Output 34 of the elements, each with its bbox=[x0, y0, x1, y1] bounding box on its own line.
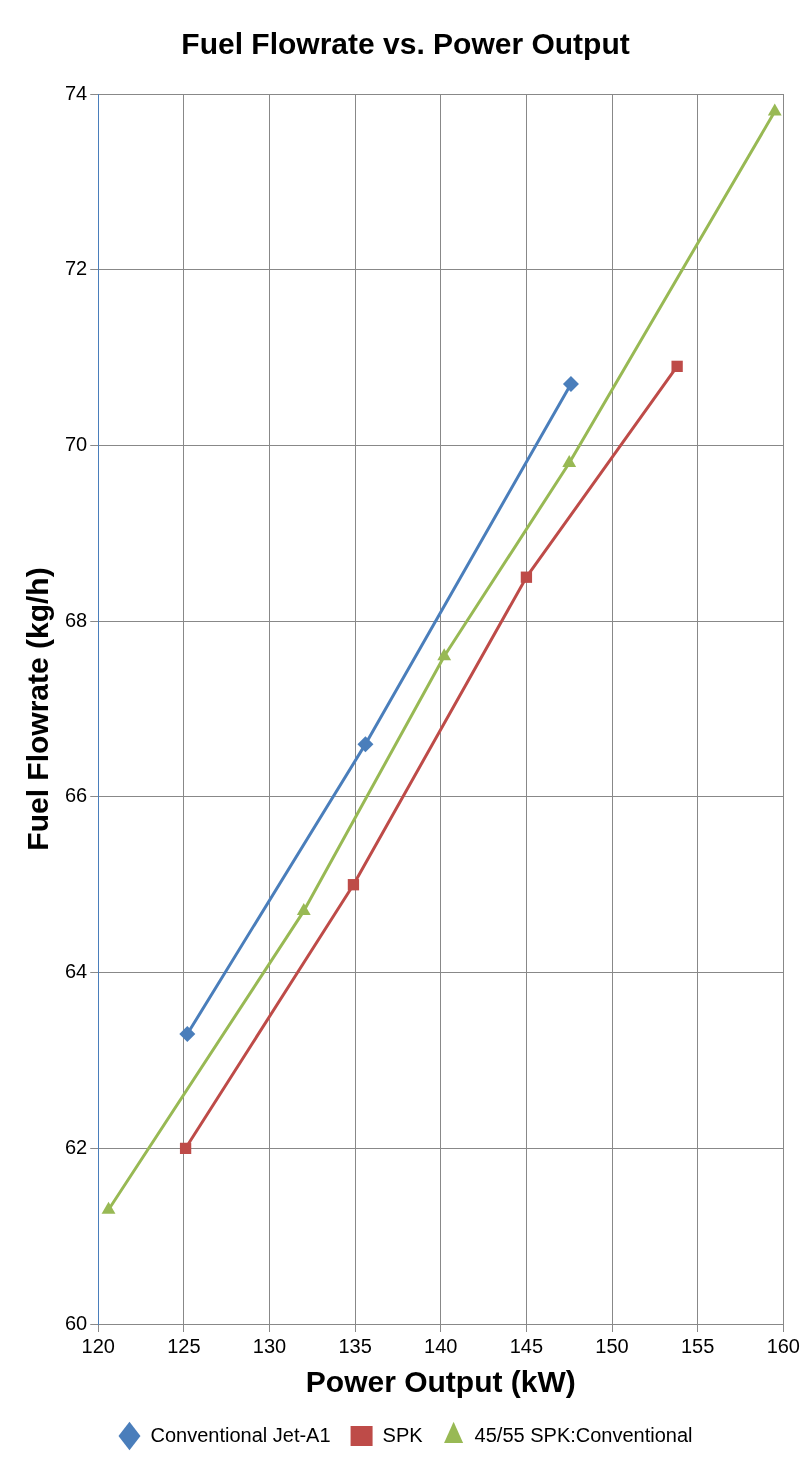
x-tick-label: 135 bbox=[338, 1334, 372, 1357]
x-tick-label: 160 bbox=[766, 1334, 800, 1357]
point bbox=[671, 360, 683, 373]
legend-label: 45/55 SPK:Conventional bbox=[474, 1423, 693, 1446]
x-tick-label: 145 bbox=[509, 1334, 544, 1357]
chart-title: Fuel Flowrate vs. Power Output bbox=[181, 27, 630, 61]
x-tick-label: 155 bbox=[680, 1334, 715, 1357]
point bbox=[179, 1142, 192, 1154]
point bbox=[437, 648, 452, 661]
point bbox=[179, 1026, 196, 1043]
y-axis-title: Fuel Flowrate (kg/h) bbox=[21, 567, 55, 851]
y-tick-label: 60 bbox=[65, 1311, 88, 1334]
point bbox=[562, 375, 579, 392]
x-axis-title: Power Output (kW) bbox=[305, 1365, 576, 1399]
point bbox=[296, 903, 311, 916]
legend-label: Conventional Jet-A1 bbox=[150, 1423, 331, 1446]
point bbox=[347, 879, 360, 891]
y-tick-label: 68 bbox=[65, 608, 88, 631]
point bbox=[520, 571, 533, 583]
point bbox=[357, 736, 374, 753]
y-tick-label: 66 bbox=[65, 784, 88, 807]
y-tick-label: 64 bbox=[65, 960, 88, 983]
x-tick-label: 130 bbox=[252, 1334, 287, 1357]
point bbox=[767, 103, 782, 116]
legend-label: SPK bbox=[382, 1423, 424, 1446]
x-tick-label: 140 bbox=[424, 1334, 458, 1357]
x-tick-label: 120 bbox=[81, 1334, 115, 1357]
y-tick-label: 62 bbox=[65, 1135, 88, 1158]
x-tick-label: 150 bbox=[595, 1334, 629, 1357]
y-tick-label: 70 bbox=[65, 432, 88, 455]
y-tick-label: 74 bbox=[65, 81, 88, 104]
point bbox=[562, 455, 577, 467]
x-tick-label: 125 bbox=[167, 1334, 201, 1357]
y-tick-label: 72 bbox=[65, 257, 88, 280]
